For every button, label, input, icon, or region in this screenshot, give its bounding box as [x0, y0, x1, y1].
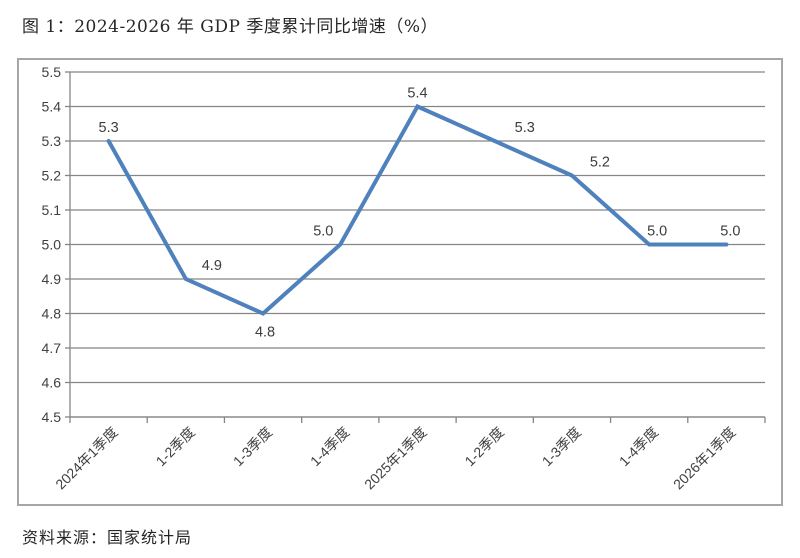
data-point-label: 5.4 — [407, 86, 427, 102]
line-chart-canvas: 4.5 4.6 4.7 4.8 4.9 5.0 5.1 5.2 5.3 5.4 5.5 2024年1季… — [42, 64, 766, 493]
y-axis-tick-label: 5.5 — [42, 64, 62, 80]
y-axis-tick-label: 4.5 — [42, 409, 62, 425]
y-axis-tick-label: 4.9 — [42, 271, 62, 287]
data-point-label: 4.9 — [202, 258, 222, 274]
data-point-label: 5.0 — [647, 224, 667, 240]
y-axis-tick-label: 4.8 — [42, 306, 62, 322]
y-axis-tick-label: 5.1 — [42, 202, 62, 218]
x-axis-category-label: 2024年1季度 — [52, 424, 121, 493]
x-axis-category-label: 1-4季度 — [616, 424, 661, 469]
x-axis-category-label: 1-3季度 — [230, 424, 275, 469]
x-axis-category-label: 1-4季度 — [307, 424, 352, 469]
data-point-label: 5.3 — [99, 120, 119, 136]
series-line — [106, 103, 729, 316]
y-axis-tick-label: 5.2 — [42, 168, 62, 184]
y-axis-tick-label: 4.7 — [42, 340, 62, 356]
y-axis-tick-label: 5.0 — [42, 237, 62, 253]
data-point-label: 5.0 — [313, 224, 333, 240]
data-point-label: 5.0 — [720, 224, 740, 240]
source-note: 资料来源：国家统计局 — [22, 528, 193, 547]
x-axis-category-label: 2025年1季度 — [361, 424, 430, 493]
data-point-label: 5.3 — [515, 120, 535, 136]
y-axis-tick-label: 4.6 — [42, 375, 62, 391]
x-axis-category-label: 2026年1季度 — [670, 424, 739, 493]
chart-frame: 4.5 4.6 4.7 4.8 4.9 5.0 5.1 5.2 5.3 5.4 5.5 2024年1季… — [17, 58, 783, 506]
x-axis-category-label: 1-2季度 — [153, 424, 198, 469]
y-axis-tick-label: 5.3 — [42, 133, 62, 149]
data-point-label: 4.8 — [255, 325, 275, 341]
data-point-label: 5.2 — [590, 155, 610, 171]
x-axis-category-label: 1-3季度 — [539, 424, 584, 469]
y-axis-tick-label: 5.4 — [42, 99, 62, 115]
figure-title: 图 1：2024-2026 年 GDP 季度累计同比增速（%） — [22, 17, 439, 37]
x-axis-category-label: 1-2季度 — [461, 424, 506, 469]
